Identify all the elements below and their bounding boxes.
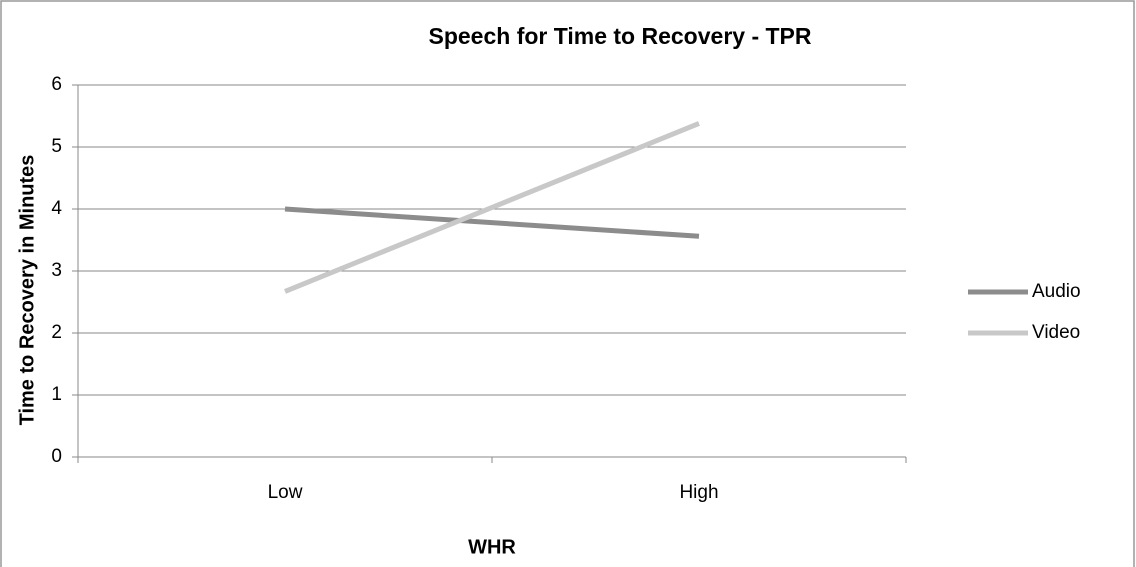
y-tick-label: 0 — [51, 446, 62, 467]
y-tick-label: 5 — [51, 136, 62, 157]
y-tick-label: 6 — [51, 74, 62, 95]
x-tick-label: Low — [268, 482, 303, 503]
y-tick-label: 4 — [51, 198, 62, 219]
legend-label: Video — [1032, 322, 1080, 343]
x-axis-title: WHR — [468, 536, 516, 558]
y-tick-label: 2 — [51, 322, 62, 343]
y-tick-label: 3 — [51, 260, 62, 281]
y-tick-label: 1 — [51, 384, 62, 405]
y-axis-title: Time to Recovery in Minutes — [16, 155, 38, 426]
series-line — [284, 206, 700, 239]
legend-label: Audio — [1032, 281, 1081, 302]
x-tick-label: High — [679, 482, 718, 503]
chart-title: Speech for Time to Recovery - TPR — [428, 23, 811, 49]
series-line — [284, 121, 700, 294]
